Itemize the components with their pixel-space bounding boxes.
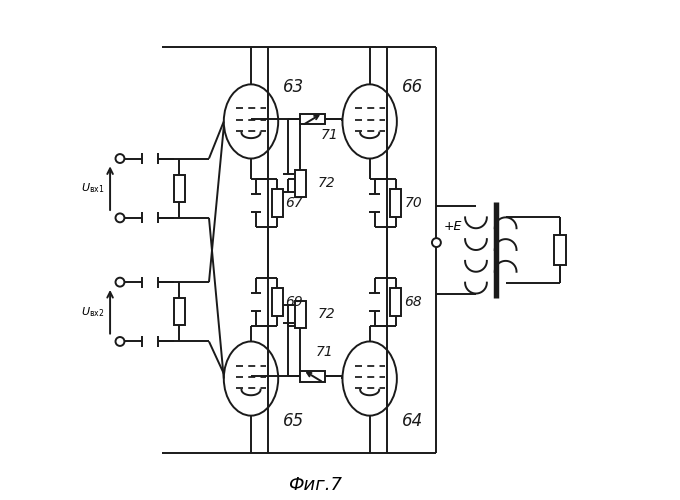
Bar — [272, 288, 283, 316]
Circle shape — [116, 214, 124, 222]
Text: 71: 71 — [320, 128, 338, 142]
Text: 69: 69 — [286, 295, 303, 309]
Bar — [390, 190, 401, 216]
Ellipse shape — [343, 342, 397, 415]
Bar — [554, 235, 566, 265]
Circle shape — [116, 154, 124, 163]
Bar — [295, 170, 306, 197]
Text: 64: 64 — [402, 412, 423, 430]
Circle shape — [432, 238, 441, 247]
Text: Фиг.7: Фиг.7 — [288, 476, 342, 494]
Bar — [295, 300, 306, 328]
Text: 72: 72 — [318, 176, 335, 190]
Text: 65: 65 — [283, 412, 305, 430]
Text: +E: +E — [444, 220, 462, 233]
Text: 72: 72 — [318, 308, 335, 322]
Text: 68: 68 — [405, 295, 422, 309]
Text: 66: 66 — [402, 78, 423, 96]
Text: 63: 63 — [283, 78, 305, 96]
Text: 71: 71 — [316, 346, 333, 360]
Text: $U_{\rm вх2}$: $U_{\rm вх2}$ — [81, 305, 105, 318]
Bar — [174, 174, 185, 202]
Bar — [174, 298, 185, 326]
Bar — [301, 114, 325, 124]
Text: $U_{\rm вх1}$: $U_{\rm вх1}$ — [81, 182, 105, 195]
Bar — [390, 288, 401, 316]
Text: 70: 70 — [405, 196, 422, 210]
Text: 67: 67 — [286, 196, 303, 210]
Ellipse shape — [224, 342, 278, 415]
Ellipse shape — [224, 84, 278, 158]
Circle shape — [116, 337, 124, 346]
Bar — [272, 190, 283, 216]
Bar — [301, 370, 325, 382]
Circle shape — [116, 278, 124, 286]
Ellipse shape — [343, 84, 397, 158]
